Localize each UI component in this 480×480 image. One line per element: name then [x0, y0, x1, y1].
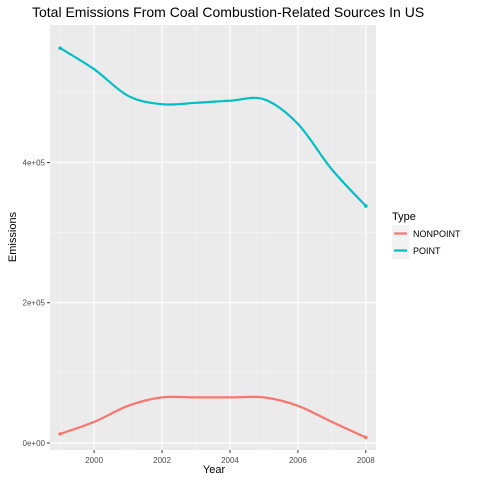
data-point-point — [364, 204, 368, 208]
y-tick-label: 0e+00 — [23, 439, 46, 448]
chart-title: Total Emissions From Coal Combustion-Rel… — [32, 4, 424, 20]
series-line-nonpoint — [59, 395, 367, 439]
panel-background — [50, 25, 376, 450]
legend: Type NONPOINT POINT — [392, 211, 461, 259]
x-axis-title: Year — [203, 464, 226, 476]
x-axis: 2000 2002 2004 2006 2008 — [85, 450, 375, 465]
legend-label-nonpoint: NONPOINT — [413, 229, 461, 239]
x-tick-label: 2006 — [289, 456, 307, 465]
data-point-nonpoint — [364, 435, 368, 440]
series-layer — [58, 46, 368, 440]
series-line-point — [59, 47, 367, 207]
legend-title: Type — [392, 211, 416, 223]
data-point-point — [58, 46, 62, 50]
y-tick-label: 2e+05 — [23, 299, 46, 308]
x-tick-label: 2000 — [85, 456, 103, 465]
legend-label-point: POINT — [413, 246, 441, 256]
data-point-nonpoint — [58, 432, 62, 436]
x-tick-label: 2002 — [153, 456, 171, 465]
y-axis-title: Emissions — [7, 211, 19, 262]
y-tick-label: 4e+05 — [23, 158, 46, 167]
legend-items: NONPOINT POINT — [392, 225, 461, 259]
y-axis: 0e+00 2e+05 4e+05 — [23, 158, 50, 448]
x-tick-label: 2008 — [357, 456, 375, 465]
major-gridlines — [50, 25, 376, 450]
x-tick-label: 2004 — [221, 456, 239, 465]
